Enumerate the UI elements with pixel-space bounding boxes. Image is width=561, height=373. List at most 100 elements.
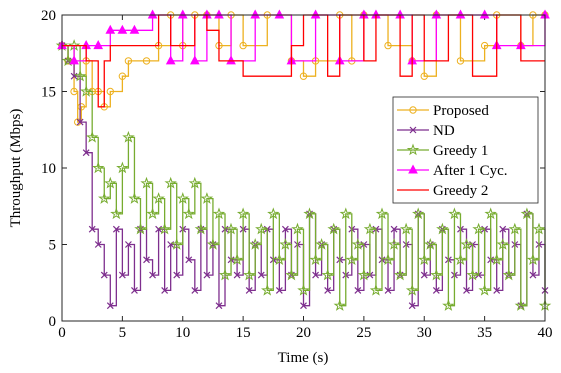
data-point — [194, 222, 208, 235]
data-point — [134, 222, 147, 235]
data-point — [399, 222, 413, 235]
data-point — [106, 302, 114, 310]
data-point — [312, 271, 319, 279]
data-point — [424, 237, 437, 250]
data-point — [212, 207, 226, 220]
data-point — [493, 286, 501, 294]
data-point — [122, 130, 135, 143]
data-point — [274, 9, 285, 19]
data-point — [442, 299, 455, 311]
x-tick-label: 20 — [296, 325, 311, 341]
data-point — [354, 286, 362, 294]
data-point — [147, 9, 158, 19]
data-point — [152, 192, 165, 204]
data-point — [532, 222, 546, 235]
data-point — [455, 9, 466, 19]
data-point — [200, 192, 214, 204]
data-point — [250, 9, 261, 19]
data-point — [105, 24, 116, 34]
data-point — [82, 149, 90, 157]
data-point — [230, 253, 244, 266]
data-point — [432, 286, 440, 294]
data-point — [357, 268, 371, 281]
y-tick-label: 10 — [41, 161, 56, 177]
legend-label: ND — [433, 123, 455, 139]
y-tick-label: 20 — [41, 8, 56, 24]
data-point — [226, 55, 236, 65]
data-point — [321, 268, 334, 281]
data-point — [131, 286, 138, 294]
data-point — [408, 302, 416, 310]
data-point — [149, 271, 156, 279]
data-point — [88, 225, 96, 233]
data-point — [324, 286, 332, 294]
y-axis-label: Throughput (Mbps) — [8, 109, 24, 228]
data-point — [106, 87, 115, 96]
data-point — [185, 256, 193, 264]
data-point — [490, 253, 503, 266]
legend-label: Greedy 2 — [433, 183, 488, 199]
data-point — [112, 225, 120, 233]
x-tick-label: 15 — [236, 325, 251, 341]
legend-marker — [409, 126, 417, 134]
y-tick-label: 15 — [41, 85, 56, 101]
data-point — [146, 207, 159, 220]
data-point — [118, 72, 127, 80]
data-point — [177, 9, 188, 19]
data-point — [140, 176, 153, 189]
data-point — [158, 222, 171, 235]
data-point — [93, 40, 104, 50]
data-point — [118, 271, 126, 279]
data-point — [297, 283, 310, 296]
data-point — [98, 192, 111, 204]
data-point — [436, 222, 449, 235]
data-point — [478, 283, 491, 296]
data-point — [257, 271, 265, 279]
series-line — [62, 14, 545, 108]
data-point — [420, 72, 428, 80]
data-point — [484, 207, 497, 220]
data-point — [431, 9, 442, 19]
data-point — [448, 207, 461, 220]
data-point — [203, 271, 211, 279]
data-point — [94, 241, 102, 248]
data-point — [182, 207, 195, 220]
data-point — [333, 299, 346, 311]
data-point — [520, 207, 534, 220]
legend-label: Greedy 1 — [433, 143, 488, 159]
data-point — [363, 222, 377, 235]
data-point — [129, 24, 140, 34]
data-point — [206, 237, 220, 250]
x-tick-label: 5 — [119, 325, 127, 341]
x-tick-label: 40 — [538, 325, 553, 341]
data-point — [300, 302, 307, 310]
data-point — [480, 41, 489, 50]
data-point — [110, 207, 123, 220]
series-line — [62, 44, 546, 307]
legend-marker — [409, 106, 417, 114]
data-point — [261, 283, 274, 296]
x-tick-label: 30 — [417, 325, 432, 341]
data-point — [279, 237, 292, 250]
data-point — [70, 87, 78, 96]
data-point — [85, 130, 99, 143]
data-point — [104, 176, 117, 189]
data-point — [412, 207, 425, 220]
legend-marker — [408, 164, 418, 174]
data-point — [529, 271, 537, 279]
data-point — [327, 222, 340, 235]
data-point — [393, 268, 407, 281]
data-point — [188, 176, 202, 189]
data-point — [191, 286, 199, 294]
data-point — [351, 237, 365, 250]
data-point — [69, 55, 79, 65]
data-point — [236, 207, 250, 220]
data-point — [73, 69, 87, 82]
data-point — [275, 286, 283, 294]
data-point — [384, 41, 392, 50]
data-point — [479, 9, 490, 19]
data-point — [165, 55, 176, 65]
data-point — [384, 286, 392, 294]
data-point — [499, 225, 507, 233]
